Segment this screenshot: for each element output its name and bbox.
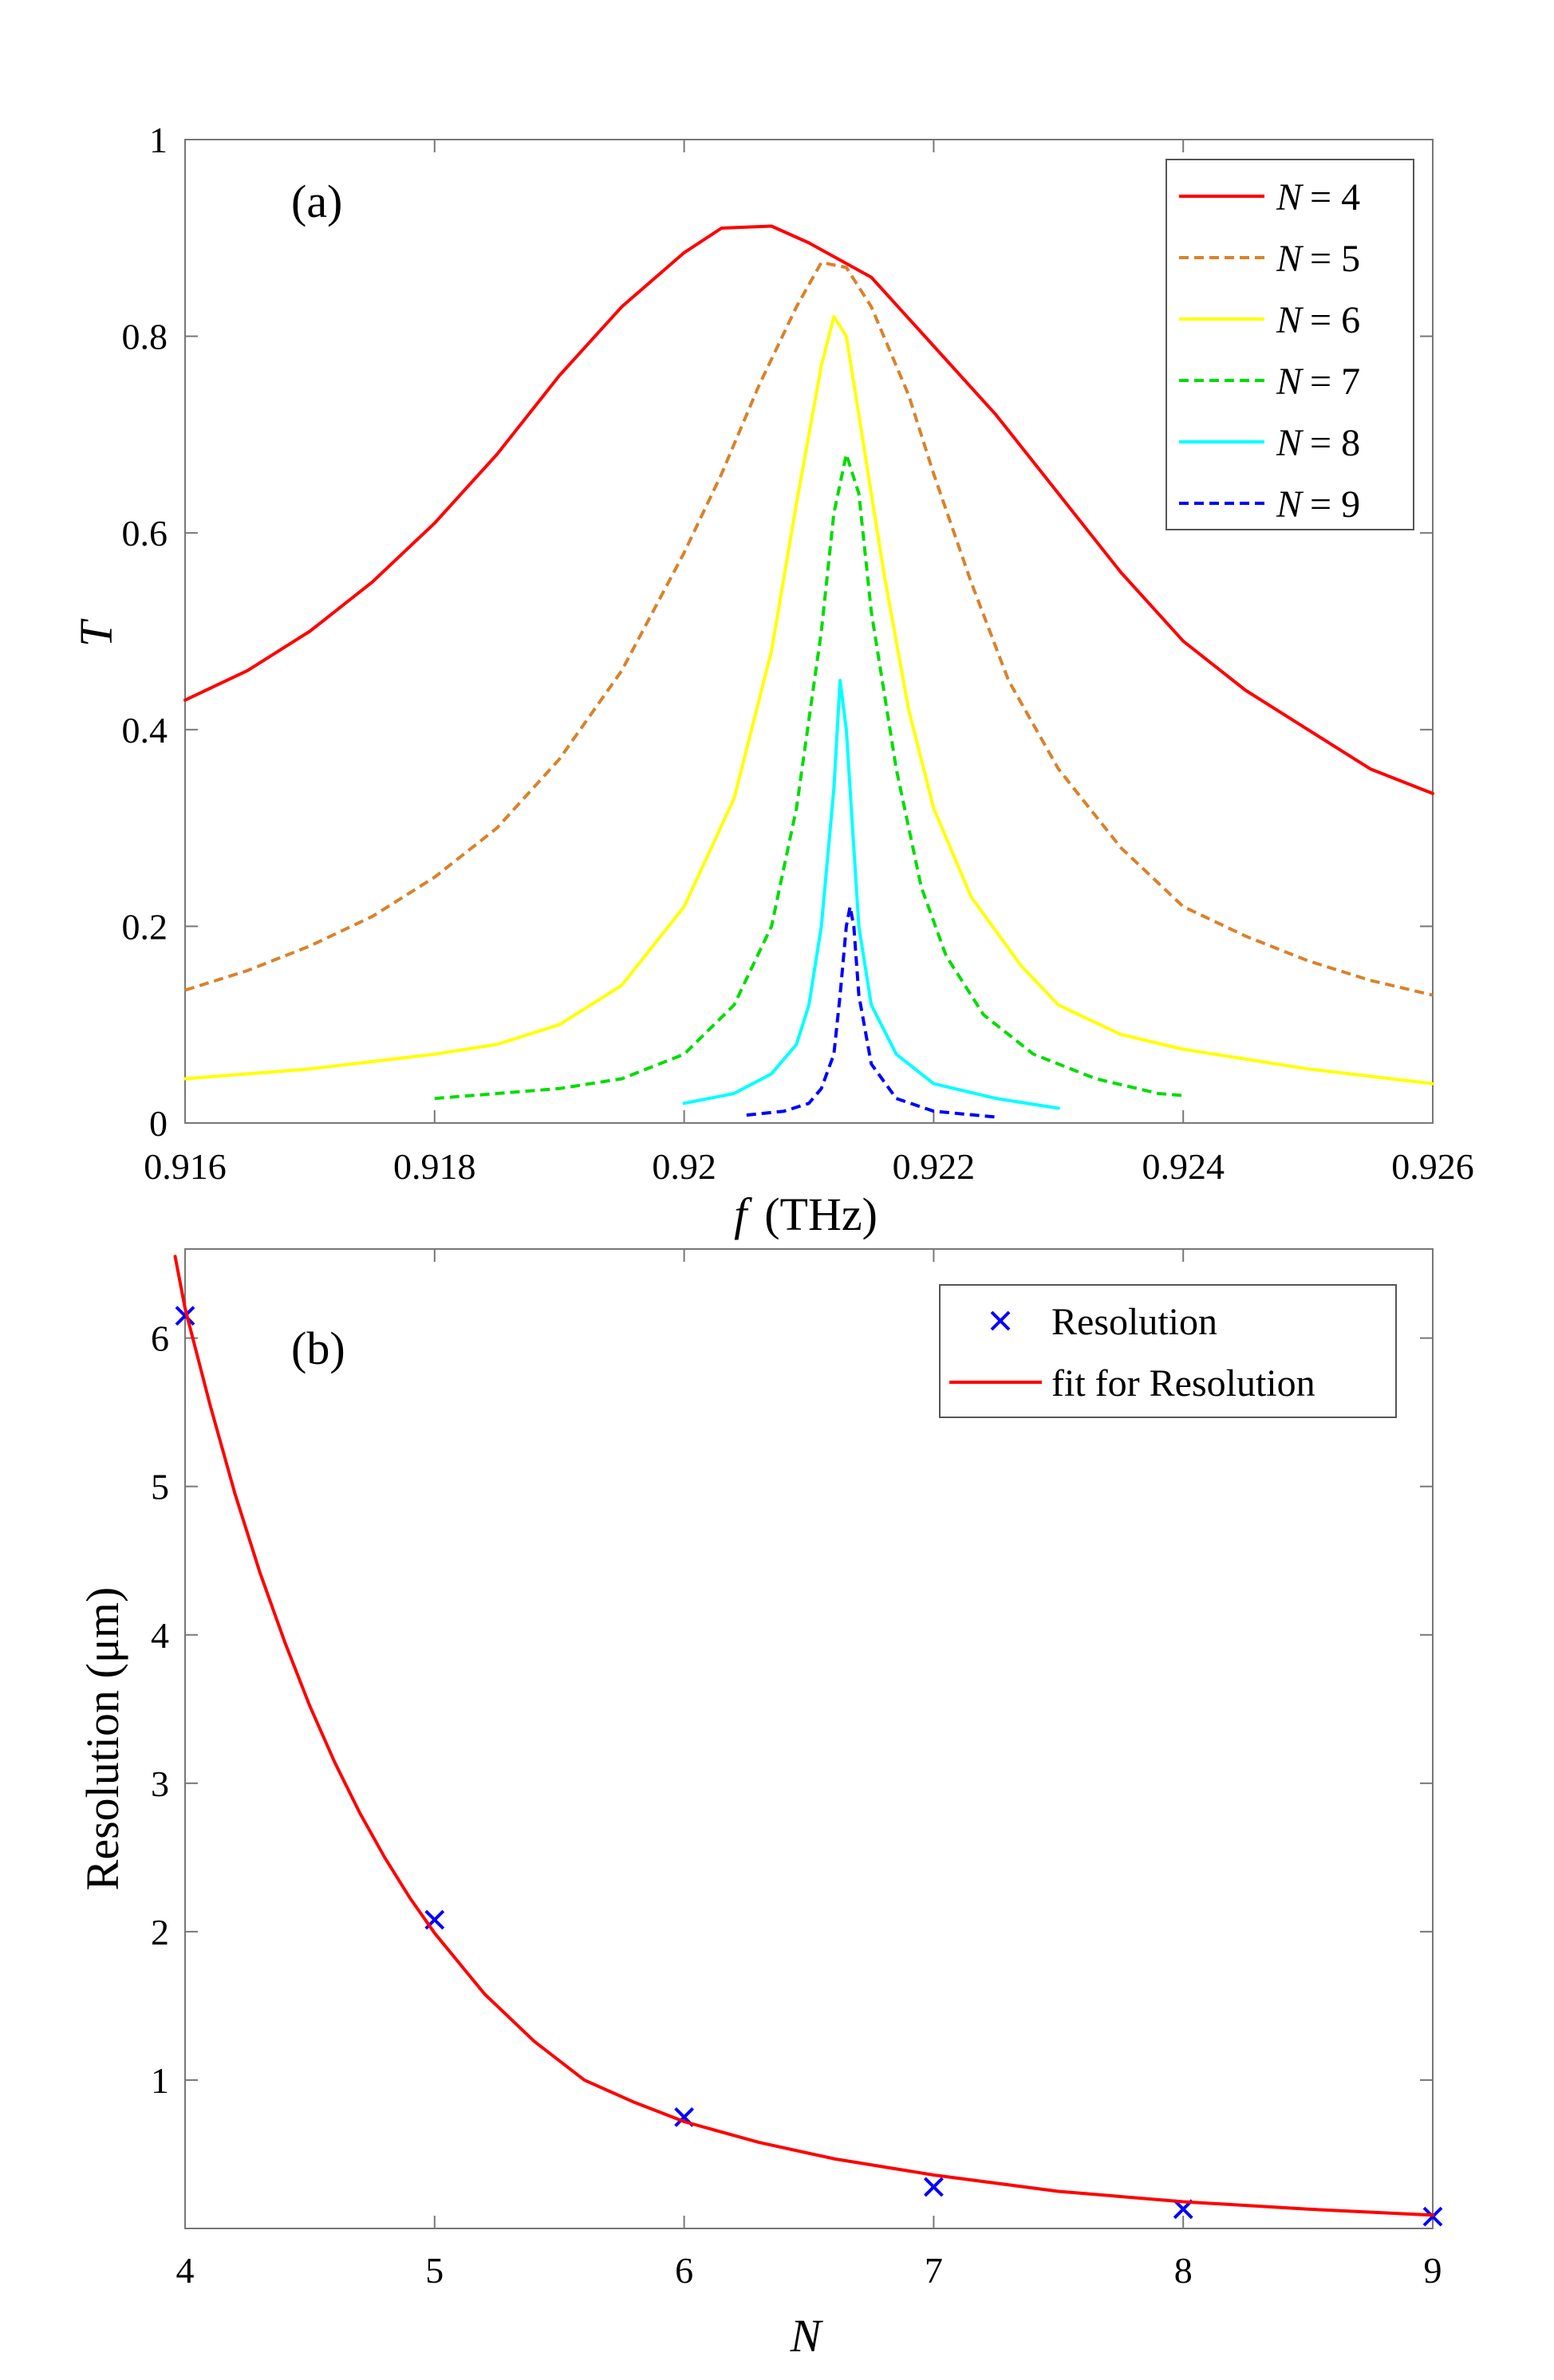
panel-a-legend-box <box>1166 159 1414 530</box>
legend-value: = 6 <box>1310 299 1360 341</box>
panel-b-legend-marker <box>990 1310 1011 1331</box>
panel-b-x-tick-label: 8 <box>1174 2250 1193 2291</box>
panel-b-label: (b) <box>291 1322 345 1374</box>
panel-a-x-tick-label: 0.926 <box>1391 1146 1474 1187</box>
panel-a-label: (a) <box>291 175 342 227</box>
panel-b-legend-entry-resolution: Resolution <box>1051 1301 1217 1343</box>
panel-a-y-axis-label: T <box>70 618 122 647</box>
panel-a-x-tick-label: 0.918 <box>393 1146 476 1187</box>
panel-b-y-axis-label: Resolution (μm) <box>77 1587 128 1891</box>
panel-a-series-n-6 <box>183 314 1434 1086</box>
panel-a-x-tick-label: 0.922 <box>893 1146 976 1187</box>
legend-value: = 9 <box>1310 483 1360 526</box>
panel-b-x-tick-label: 7 <box>925 2250 943 2291</box>
panel-a-legend-entry-n-6: N = 6 <box>1276 299 1360 341</box>
panel-b-legend-box <box>939 1284 1397 1418</box>
panel-a-series-n-5 <box>184 261 1434 997</box>
panel-b-curves <box>173 1255 1443 2227</box>
panel-a-legend-entry-n-5: N = 5 <box>1276 238 1360 280</box>
panel-a-x-tick-label: 0.92 <box>652 1146 716 1187</box>
panel-a-series-n-8 <box>682 679 1060 1110</box>
panel-b-legend-marker-stroke <box>990 1310 1011 1331</box>
panel-a-legend-entry-n-4: N = 4 <box>1276 176 1360 219</box>
panel-b-marker-stroke <box>175 1306 195 1326</box>
panel-b-legend: Resolution fit for Resolution <box>939 1284 1397 1418</box>
panel-b-y-tick-label: 1 <box>151 2060 169 2101</box>
panel-a-y-tick-label: 0.6 <box>122 513 168 554</box>
panel-b-y-tick-label: 2 <box>151 1912 169 1952</box>
panel-b-resolution-point <box>923 2177 944 2197</box>
panel-b-marker-stroke <box>923 2177 944 2197</box>
panel-b-marker-stroke <box>674 2107 695 2127</box>
panel-b-x-tick-label: 5 <box>425 2250 444 2291</box>
legend-variable: N <box>1276 176 1304 219</box>
panel-b-series-fit-for-resolution <box>173 1255 1434 2217</box>
panel-a-ticks: 0.916 0.918 0.92 0.922 0.924 0.926 0 0.2 0.4 0.6 0… <box>122 120 1474 1187</box>
panel-b-resolution-point <box>175 1306 195 1326</box>
panel-b-x-tick-label: 9 <box>1424 2250 1442 2291</box>
panel-a-legend: N = 4N = 5N = 6N = 7N = 8N = 9 <box>1166 159 1414 530</box>
panel-a-x-tick-label: 0.916 <box>144 1146 227 1187</box>
panel-b-x-tick-label: 4 <box>176 2250 195 2291</box>
panel-a-legend-entry-n-8: N = 8 <box>1276 422 1360 464</box>
panel-b-y-tick-label: 5 <box>151 1467 169 1507</box>
panel-a-y-tick-label: 0.8 <box>122 317 168 357</box>
panel-b-y-tick-label: 4 <box>151 1615 169 1656</box>
legend-value: = 8 <box>1310 422 1360 464</box>
panel-a-y-tick-label: 0 <box>149 1103 168 1144</box>
panel-b-y-tick-label: 3 <box>151 1763 169 1804</box>
panel-a: 0.916 0.918 0.92 0.922 0.924 0.926 0 0.2 0.4 0.6 0… <box>70 120 1474 1240</box>
panel-a-series-n-7 <box>434 452 1184 1101</box>
panel-b: 4 5 6 7 8 9 1 2 3 4 5 6 (b) N Resolution (μm) Resol… <box>77 1248 1443 2362</box>
panel-b-x-tick-label: 6 <box>675 2250 693 2291</box>
legend-value: = 5 <box>1310 238 1360 280</box>
panel-a-y-tick-label: 0.2 <box>122 906 168 947</box>
panel-a-x-tick-label: 0.924 <box>1142 1146 1225 1187</box>
legend-value: = 4 <box>1310 176 1360 219</box>
panel-a-y-tick-label: 1 <box>149 120 168 160</box>
panel-a-y-tick-label: 0.4 <box>122 710 168 751</box>
panel-a-legend-entry-n-9: N = 9 <box>1276 483 1360 526</box>
panel-b-y-tick-label: 6 <box>151 1318 169 1359</box>
legend-variable: N <box>1276 361 1304 403</box>
panel-a-x-axis-unit: (THz) <box>764 1188 878 1240</box>
panel-b-legend-entry-fit: fit for Resolution <box>1051 1362 1315 1405</box>
panel-a-series-n-4 <box>183 224 1434 795</box>
panel-a-x-axis-variable: f <box>734 1188 752 1240</box>
panel-b-x-axis-label: N <box>790 2310 824 2362</box>
panel-a-series-n-9 <box>746 904 996 1119</box>
legend-variable: N <box>1276 299 1304 341</box>
legend-variable: N <box>1276 238 1304 280</box>
legend-variable: N <box>1276 483 1304 526</box>
legend-value: = 7 <box>1310 361 1360 403</box>
panel-a-x-axis-label: f (THz) <box>734 1188 878 1240</box>
panel-a-legend-entry-n-7: N = 7 <box>1276 361 1360 403</box>
legend-variable: N <box>1276 422 1304 464</box>
panel-a-curves <box>183 224 1434 1119</box>
